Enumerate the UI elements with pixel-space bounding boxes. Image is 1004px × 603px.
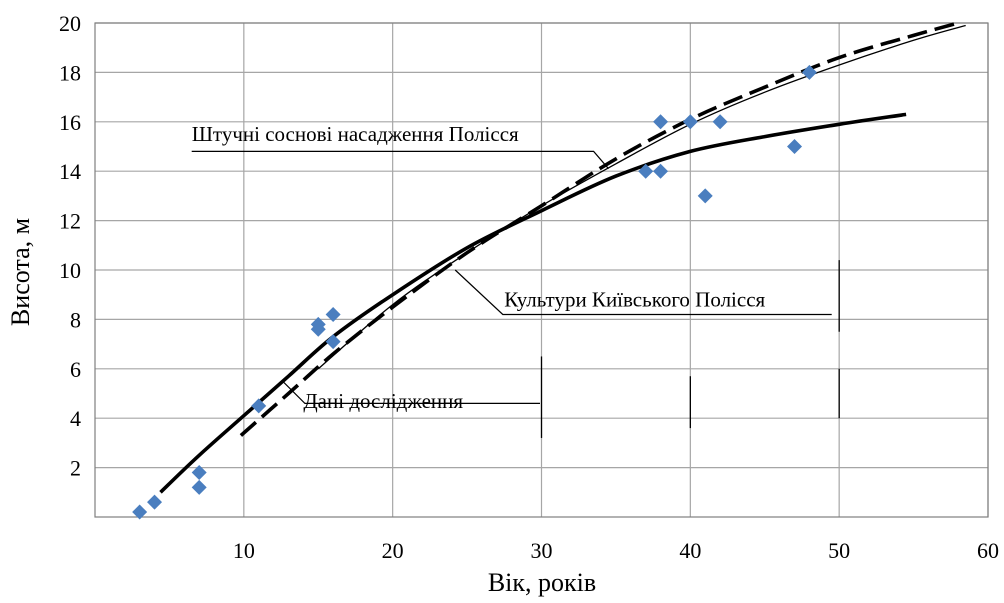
- data-point: [325, 306, 341, 322]
- trend-curve-thin-solid: [317, 24, 966, 370]
- x-tick-label: 50: [828, 538, 850, 563]
- data-point: [147, 494, 163, 510]
- annotation-label: Дані дослідження: [303, 389, 463, 413]
- trend-curve-thick-solid: [159, 112, 907, 494]
- annotation-leader: [191, 150, 609, 170]
- x-tick-label: 10: [233, 538, 255, 563]
- y-tick-label: 6: [70, 357, 81, 382]
- annotation-label: Штучні соснові насадження Полісся: [192, 122, 519, 146]
- tick-labels: 10 20 30 40 50 60 2 4 6 8 10 12 14 16 18 20: [59, 11, 999, 563]
- data-point: [132, 504, 148, 520]
- data-point: [697, 188, 713, 204]
- data-point: [191, 479, 207, 495]
- plot-frame: [94, 22, 989, 518]
- data-point: [310, 316, 326, 332]
- axes: [94, 22, 989, 518]
- grid: [95, 22, 989, 517]
- y-axis-title: Висота, м: [6, 218, 35, 326]
- data-points: [132, 64, 817, 520]
- y-tick-label: 20: [59, 11, 81, 36]
- trend-curve-thick-dashed: [239, 21, 959, 437]
- curves: [159, 21, 966, 494]
- y-tick-label: 4: [70, 406, 81, 431]
- y-tick-label: 16: [59, 110, 81, 135]
- data-point: [325, 334, 341, 350]
- annotation-leader: [454, 269, 832, 316]
- data-point: [682, 114, 698, 130]
- y-tick-label: 14: [59, 159, 81, 184]
- annotation-label: Культури Київського Полісся: [504, 288, 765, 312]
- data-point: [653, 114, 669, 130]
- data-point: [191, 465, 207, 481]
- data-point: [653, 163, 669, 179]
- data-point: [787, 139, 803, 154]
- y-tick-label: 2: [70, 456, 81, 481]
- x-tick-label: 40: [679, 538, 701, 563]
- annotation-leader: [282, 380, 540, 404]
- y-tick-label: 18: [59, 60, 81, 85]
- y-tick-label: 12: [59, 209, 81, 234]
- data-point: [712, 114, 728, 130]
- annotations: Штучні соснові насадження Полісся Культур…: [191, 122, 840, 438]
- data-point: [251, 398, 267, 414]
- data-point: [801, 64, 817, 80]
- x-tick-label: 30: [531, 538, 553, 563]
- data-point: [638, 163, 654, 179]
- x-axis-title: Вік, років: [488, 568, 596, 597]
- x-tick-label: 60: [977, 538, 999, 563]
- y-tick-label: 8: [70, 307, 81, 332]
- y-tick-label: 10: [59, 258, 81, 283]
- x-tick-label: 20: [382, 538, 404, 563]
